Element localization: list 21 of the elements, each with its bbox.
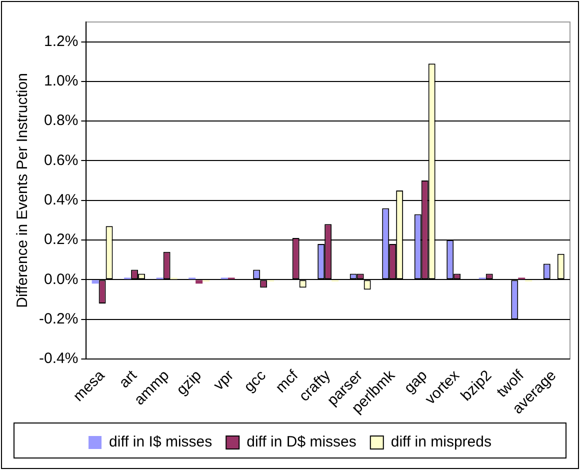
y-tick-label: 0.4% [44,192,78,209]
x-tick-label: gcc [240,366,270,396]
legend-label: diff in D$ misses [246,434,356,451]
y-tick-label: -0.2% [38,310,78,328]
y-tick-label: 0.2% [44,231,78,248]
x-tick-label: gzip [173,367,205,399]
legend-label: diff in I$ misses [109,434,212,451]
bar [196,280,203,284]
y-tick-label: 1.0% [44,72,78,90]
y-tick-label: 0.0% [44,270,78,288]
x-tick-label: art [116,366,141,392]
y-tick-label: 1.2% [44,32,78,50]
y-tick-label: 0.6% [44,152,78,169]
y-tick-label: 0.8% [44,112,78,130]
x-tick-label: vpr [210,367,238,394]
bar [92,280,99,284]
legend-label: diff in mispreds [390,434,492,451]
y-axis-title: Difference in Events Per Instruction [14,73,32,308]
x-tick-label: gap [400,367,431,397]
x-tick-label: mcf [272,366,302,396]
y-tick-label: -0.4% [38,350,78,368]
